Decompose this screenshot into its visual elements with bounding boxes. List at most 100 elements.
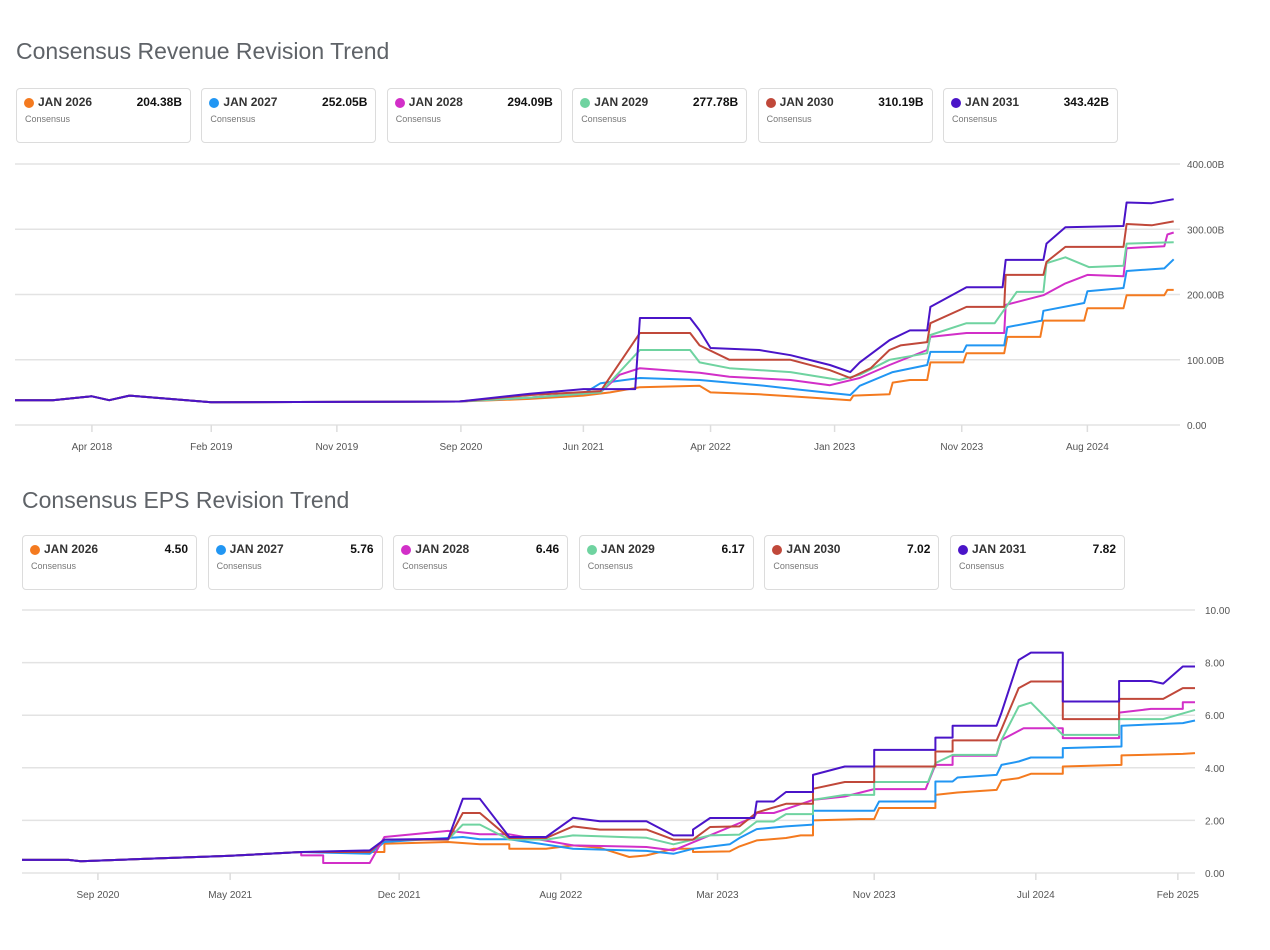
legend-label: JAN 2026 <box>44 542 99 556</box>
legend-value: 310.19B <box>878 95 924 109</box>
series-color-dot-icon <box>586 545 597 555</box>
legend-value: 277.78B <box>692 95 739 109</box>
legend-subtitle: Consensus <box>581 114 627 124</box>
series-color-dot-icon <box>24 98 34 108</box>
x-tick-label: Feb 2025 <box>1157 890 1200 901</box>
legend-value: 6.46 <box>535 542 560 556</box>
series-line-jan-2031[interactable] <box>15 198 1174 404</box>
series-line-jan-2030[interactable] <box>15 220 1174 404</box>
series-line-jan-2030[interactable] <box>22 680 1195 863</box>
legend-value: 7.02 <box>907 542 931 556</box>
y-tick-label: 4.00 <box>1205 764 1225 775</box>
x-tick-label: Dec 2021 <box>378 890 421 901</box>
x-tick-label: Apr 2022 <box>690 442 731 453</box>
legend-card-jan-2030[interactable]: JAN 2030 7.02 Consensus <box>764 535 940 590</box>
legend-value: 6.17 <box>721 542 745 556</box>
x-tick-label: Apr 2018 <box>72 442 113 453</box>
legend-value: 294.09B <box>507 95 553 109</box>
revenue-chart-title: Consensus Revenue Revision Trend <box>16 38 390 64</box>
x-tick-label: Jul 2024 <box>1017 890 1055 901</box>
y-tick-label: 300.00B <box>1187 225 1225 236</box>
series-color-dot-icon <box>958 545 968 555</box>
legend-label: JAN 2030 <box>786 542 841 556</box>
y-tick-label: 2.00 <box>1205 816 1225 827</box>
legend-card-jan-2031[interactable]: JAN 2031 7.82 Consensus <box>950 535 1125 590</box>
legend-subtitle: Consensus <box>31 561 77 571</box>
revenue-line-chart: 0.00 100.00B 200.00B 300.00B 400.00B Apr 2018… <box>15 160 1225 453</box>
legend-subtitle: Consensus <box>402 561 448 571</box>
y-tick-label: 10.00 <box>1205 606 1230 617</box>
legend-subtitle: Consensus <box>210 114 256 124</box>
series-line-jan-2026[interactable] <box>22 752 1196 863</box>
y-tick-label: 400.00B <box>1187 160 1225 171</box>
legend-subtitle: Consensus <box>25 114 71 124</box>
legend-card-jan-2026[interactable]: JAN 2026 204.38B Consensus <box>16 88 191 143</box>
series-line-jan-2027[interactable] <box>15 258 1175 404</box>
legend-label: JAN 2030 <box>779 95 834 109</box>
x-tick-label: Nov 2023 <box>940 442 983 453</box>
x-tick-label: Aug 2022 <box>539 890 582 901</box>
legend-label: JAN 2026 <box>38 95 93 109</box>
x-tick-label: Jan 2023 <box>814 442 856 453</box>
legend-card-jan-2027[interactable]: JAN 2027 252.05B Consensus <box>201 88 377 143</box>
y-tick-label: 0.00 <box>1205 869 1225 880</box>
legend-label: JAN 2031 <box>972 542 1027 556</box>
x-tick-label: Nov 2023 <box>853 890 896 901</box>
series-line-jan-2027[interactable] <box>22 719 1196 863</box>
legend-card-jan-2026[interactable]: JAN 2026 4.50 Consensus <box>22 535 197 590</box>
legend-label: JAN 2028 <box>408 95 463 109</box>
y-tick-label: 100.00B <box>1187 356 1225 367</box>
x-tick-label: Aug 2024 <box>1066 442 1109 453</box>
series-color-dot-icon <box>580 98 591 108</box>
x-tick-label: Sep 2020 <box>77 890 120 901</box>
series-color-dot-icon <box>209 98 220 108</box>
y-tick-label: 8.00 <box>1205 659 1225 670</box>
legend-value: 343.42B <box>1063 95 1109 109</box>
x-tick-label: May 2021 <box>208 890 252 901</box>
legend-subtitle: Consensus <box>773 561 819 571</box>
legend-subtitle: Consensus <box>766 114 812 124</box>
legend-subtitle: Consensus <box>952 114 998 124</box>
legend-label: JAN 2027 <box>229 542 284 556</box>
legend-label: JAN 2029 <box>594 95 649 109</box>
legend-label: JAN 2028 <box>415 542 470 556</box>
legend-subtitle: Consensus <box>959 561 1005 571</box>
legend-label: JAN 2027 <box>223 95 278 109</box>
series-color-dot-icon <box>401 545 412 555</box>
legend-card-jan-2031[interactable]: JAN 2031 343.42B Consensus <box>943 88 1118 143</box>
legend-subtitle: Consensus <box>587 561 633 571</box>
series-color-dot-icon <box>772 545 783 555</box>
legend-value: 5.76 <box>350 542 374 556</box>
x-tick-label: Mar 2023 <box>696 890 739 901</box>
legend-value: 7.82 <box>1092 542 1116 556</box>
series-line-jan-2028[interactable] <box>22 701 1195 864</box>
eps-line-chart: 0.00 2.00 4.00 6.00 8.00 10.00 Sep 2020 May 202… <box>22 606 1230 901</box>
series-color-dot-icon <box>30 545 40 555</box>
legend-card-jan-2029[interactable]: JAN 2029 6.17 Consensus <box>578 535 754 590</box>
y-tick-label: 6.00 <box>1205 711 1225 722</box>
series-color-dot-icon <box>765 98 776 108</box>
series-line-jan-2029[interactable] <box>15 241 1174 404</box>
legend-value: 4.50 <box>164 542 188 556</box>
legend-card-jan-2027[interactable]: JAN 2027 5.76 Consensus <box>207 535 383 590</box>
legend-subtitle: Consensus <box>216 561 262 571</box>
legend-card-jan-2029[interactable]: JAN 2029 277.78B Consensus <box>572 88 748 143</box>
legend-label: JAN 2029 <box>600 542 655 556</box>
series-color-dot-icon <box>394 98 405 108</box>
x-tick-label: Jun 2021 <box>563 442 605 453</box>
series-color-dot-icon <box>215 545 226 555</box>
x-tick-label: Nov 2019 <box>315 442 358 453</box>
legend-card-jan-2028[interactable]: JAN 2028 294.09B Consensus <box>386 88 562 143</box>
legend-value: 204.38B <box>136 95 182 109</box>
x-tick-label: Sep 2020 <box>439 442 482 453</box>
legend-card-jan-2028[interactable]: JAN 2028 6.46 Consensus <box>393 535 569 590</box>
eps-chart-title: Consensus EPS Revision Trend <box>22 487 350 513</box>
series-line-jan-2031[interactable] <box>22 651 1195 863</box>
legend-value: 252.05B <box>322 95 368 109</box>
legend-subtitle: Consensus <box>395 114 441 124</box>
series-color-dot-icon <box>951 98 961 108</box>
series-line-jan-2029[interactable] <box>22 701 1196 863</box>
y-tick-label: 0.00 <box>1187 421 1207 432</box>
legend-card-jan-2030[interactable]: JAN 2030 310.19B Consensus <box>757 88 933 143</box>
x-tick-label: Feb 2019 <box>190 442 233 453</box>
